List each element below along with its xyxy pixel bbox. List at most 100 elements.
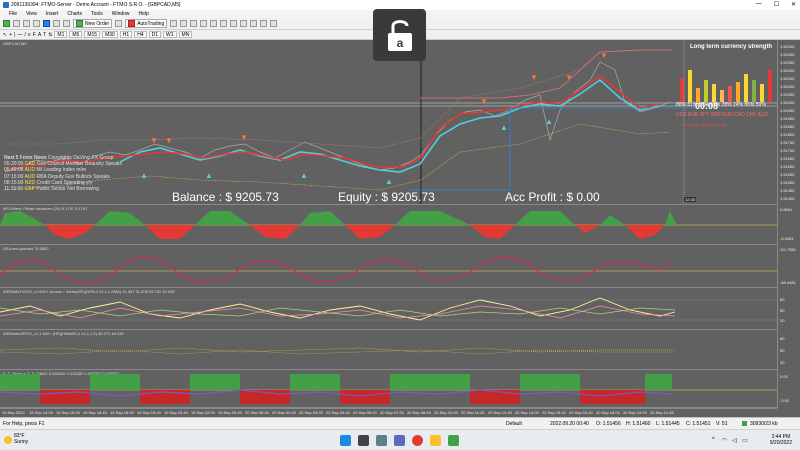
new-order-button[interactable]: New Order [73, 19, 113, 28]
profile-name[interactable]: Default [506, 420, 522, 427]
market-watch-icon[interactable] [23, 20, 30, 27]
help-text: For Help, press F1 [3, 420, 45, 427]
start-icon[interactable] [340, 435, 351, 446]
chart-area[interactable]: GBPCAD,M5 ▼ ▼ ▼ ▼ ▼ ▼ ▼ ▲ ▲ [0, 40, 800, 417]
zoom-in-icon[interactable] [200, 20, 208, 27]
fibo-icon[interactable]: F [32, 31, 36, 38]
strength-title: Long term currency strength [689, 44, 772, 50]
chat-icon[interactable] [394, 435, 405, 446]
opera-icon[interactable] [412, 435, 423, 446]
arrows-icon[interactable]: ⇅ [48, 31, 53, 38]
time-label: 20 Sep 02:00 [272, 410, 296, 415]
envelope-lower [4, 123, 671, 191]
candlestick-icon[interactable] [180, 20, 188, 27]
indicators-icon[interactable] [250, 20, 258, 27]
resistance-line [420, 49, 672, 99]
equity-label: Equity : $ 9205.73 [338, 190, 435, 204]
tray-chevron-icon[interactable]: ^ [712, 437, 715, 443]
crosshair-icon[interactable]: + [9, 31, 13, 38]
navigator-icon[interactable] [43, 20, 50, 27]
timeframe-d1[interactable]: D1 [148, 31, 162, 38]
menu-charts[interactable]: Charts [67, 11, 83, 17]
timeframe-h4[interactable]: H4 [134, 31, 147, 38]
taskbar-clock[interactable]: 2:44 PM 9/20/2022 [770, 434, 792, 446]
text-icon[interactable]: A [37, 31, 42, 38]
fisher-transform-pane[interactable]: MS Ehlers' Fisher transform (20) 0.1797 … [0, 205, 777, 245]
chart-shift-icon[interactable] [240, 20, 248, 27]
time-label: 19 Sep 20:40 [164, 410, 188, 415]
menu-window[interactable]: Window [111, 11, 130, 17]
time-label: 19 Sep 14:00 [29, 410, 53, 415]
indicator-title: ASRAMaTrOHS_v1.600+ Arrows + Alerts(HR)(… [3, 289, 175, 294]
wifi-icon[interactable]: ◠ [722, 438, 728, 444]
menu-help[interactable]: Help [138, 11, 149, 17]
svg-text:a: a [396, 36, 403, 50]
time-label: 20 Sep 03:20 [299, 410, 323, 415]
stoch-pane[interactable]: T_T_Stoch + T_T_GBAC 0.033282 0.033282 0… [0, 370, 777, 408]
trendline-icon[interactable]: / [24, 31, 26, 38]
weather-widget[interactable]: 83°F Sunny [14, 433, 28, 445]
price-chart-svg: ▼ ▼ ▼ ▼ ▼ ▼ ▼ ▲ ▲ ▲ ▲ ▲ ▲ [0, 40, 777, 204]
price-scale[interactable]: 1.52345 1.52305 1.52255 1.52205 1.52155 … [777, 40, 800, 205]
balance-label: Balance : $ 9205.73 [172, 190, 279, 204]
line-chart-icon[interactable] [190, 20, 198, 27]
strength-percentages: 86% 81% 82% 69% 28% 24% 86% 59% [676, 102, 766, 108]
search-icon[interactable] [358, 435, 369, 446]
timeframe-m1[interactable]: M1 [54, 31, 68, 38]
menu-view[interactable]: View [26, 11, 37, 17]
time-label: 20 Sep 04:40 [326, 410, 350, 415]
minimize-button[interactable]: — [755, 1, 762, 7]
channel-icon[interactable]: ≡ [27, 31, 31, 38]
time-label: 19 Sep 19:20 [137, 410, 161, 415]
traffic-label: 30930/23 kb [750, 420, 778, 427]
time-label: 20 Sep 18:00 [596, 410, 620, 415]
timeframe-m15[interactable]: M15 [84, 31, 101, 38]
timeframe-m5[interactable]: M5 [69, 31, 83, 38]
lock-overlay[interactable]: a [373, 9, 426, 61]
menu-file[interactable]: File [9, 11, 18, 17]
bar-chart-icon[interactable] [170, 20, 178, 27]
battery-icon[interactable]: ▭ [742, 438, 748, 444]
terminal-icon[interactable] [53, 20, 60, 27]
sell-arrow-icon: ▼ [480, 97, 488, 106]
data-window-icon[interactable] [33, 20, 40, 27]
ssa-pane[interactable]: SSA end-pointed 78.0852 [0, 245, 777, 288]
zoom-out-icon[interactable] [210, 20, 218, 27]
tester-icon[interactable] [63, 20, 70, 27]
buy-arrow-icon: ▲ [545, 117, 553, 126]
task-view-icon[interactable] [376, 435, 387, 446]
file-explorer-icon[interactable] [430, 435, 441, 446]
menu-insert[interactable]: Insert [45, 11, 59, 17]
templates-icon[interactable] [270, 20, 278, 27]
time-label: 20 Sep 15:20 [542, 410, 566, 415]
vertical-line-icon[interactable]: | [14, 31, 16, 38]
volume-icon[interactable]: ◁ [732, 438, 737, 444]
autotrading-button[interactable]: AutoTrading [125, 19, 168, 28]
label-icon[interactable]: T [43, 31, 47, 38]
tile-windows-icon[interactable] [220, 20, 228, 27]
buy-arrow-icon: ▲ [385, 177, 393, 186]
cursor-icon[interactable]: ↖ [3, 31, 8, 38]
new-chart-icon[interactable] [3, 20, 10, 27]
menu-tools[interactable]: Tools [91, 11, 103, 17]
close-button[interactable]: ✕ [790, 2, 796, 8]
timeframe-m30[interactable]: M30 [102, 31, 118, 38]
asrama-pane[interactable]: ASRAMaTrOHS_v1.600+ Arrows + Alerts(HR)(… [0, 288, 777, 330]
ssa-scale: 111.7851 -88.4481 [777, 245, 800, 288]
maximize-button[interactable]: ☐ [773, 2, 779, 8]
timeframe-h1[interactable]: H1 [119, 31, 133, 38]
horizontal-line-icon[interactable]: — [17, 31, 23, 38]
asranbs-pane[interactable]: ASRanbsORGS_v1.1 600+ (HS)(HillarBS,0.14… [0, 330, 777, 370]
timeframe-w1[interactable]: W1 [163, 31, 177, 38]
mt4-taskbar-icon[interactable] [448, 435, 459, 446]
timeframe-mn[interactable]: MN [178, 31, 193, 38]
clock-date: 9/20/2022 [769, 440, 792, 446]
status-volume: V: 51 [716, 420, 728, 427]
metaeditor-icon[interactable] [115, 20, 123, 27]
price-pane[interactable]: GBPCAD,M5 ▼ ▼ ▼ ▼ ▼ ▼ ▼ ▲ ▲ [0, 40, 777, 205]
profiles-icon[interactable] [13, 20, 20, 27]
sell-arrow-icon: ▼ [565, 73, 573, 82]
autoscroll-icon[interactable] [230, 20, 238, 27]
periods-icon[interactable] [260, 20, 268, 27]
